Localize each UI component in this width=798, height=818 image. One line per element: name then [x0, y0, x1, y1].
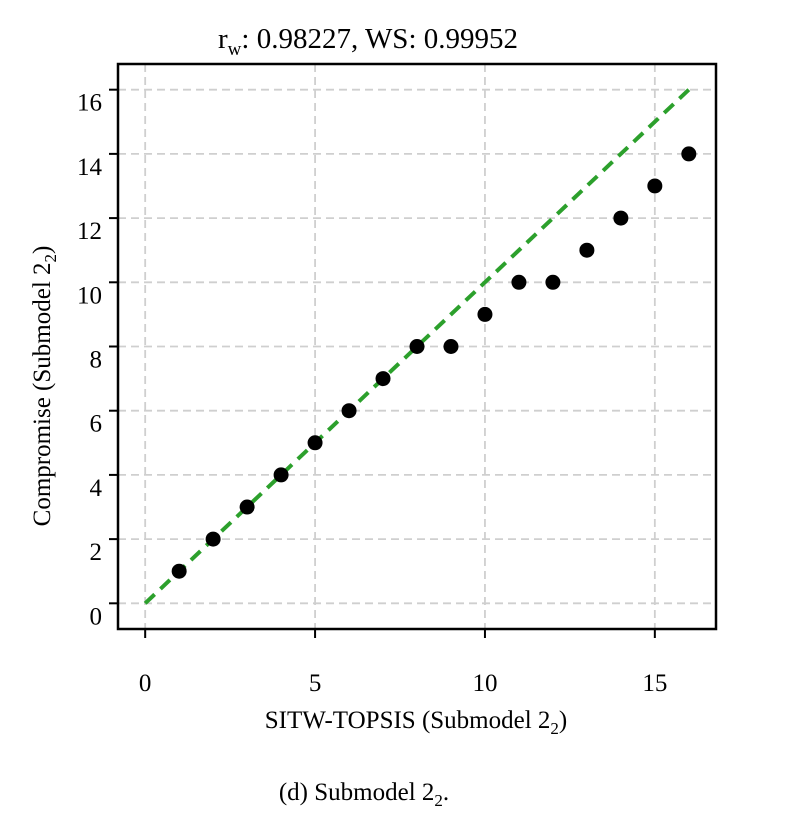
y-tick-label: 12 — [77, 218, 102, 245]
y-axis-label: Compromise (Submodel 22) — [29, 246, 60, 527]
data-point — [341, 403, 357, 419]
data-point — [681, 146, 697, 162]
y-tick-label: 2 — [90, 539, 103, 566]
y-tick-label: 0 — [90, 603, 103, 630]
y-tick-label: 4 — [90, 475, 103, 502]
data-point — [239, 499, 255, 515]
data-points — [171, 146, 697, 579]
data-point — [613, 210, 629, 226]
data-point — [477, 306, 493, 322]
x-tick-label: 10 — [472, 670, 497, 697]
y-tick-label: 14 — [77, 154, 103, 181]
y-tick-label: 16 — [77, 90, 102, 117]
data-point — [511, 274, 527, 290]
x-tick-label: 5 — [309, 670, 322, 697]
data-point — [579, 242, 595, 258]
chart-title: rw: 0.98227, WS: 0.99952 — [218, 23, 518, 60]
data-point — [545, 274, 561, 290]
data-point — [205, 531, 221, 547]
data-point — [443, 339, 459, 354]
y-tick-label: 6 — [90, 411, 103, 438]
y-tick-label: 10 — [77, 282, 102, 309]
y-tick-label: 8 — [90, 347, 103, 374]
x-tick-label: 0 — [139, 670, 152, 697]
x-tick-label: 15 — [642, 670, 667, 697]
data-point — [375, 371, 391, 387]
figure-caption: (d) Submodel 22. — [279, 779, 449, 810]
data-point — [171, 563, 187, 579]
data-point — [273, 467, 289, 483]
x-axis-ticks: 0 5 10 15 — [139, 629, 667, 697]
y-axis-ticks: 0 2 4 6 8 10 12 14 16 — [77, 88, 118, 630]
data-point — [409, 339, 425, 354]
data-point — [307, 435, 323, 451]
x-axis-label: SITW-TOPSIS (Submodel 22) — [265, 707, 568, 738]
data-point — [647, 178, 663, 194]
